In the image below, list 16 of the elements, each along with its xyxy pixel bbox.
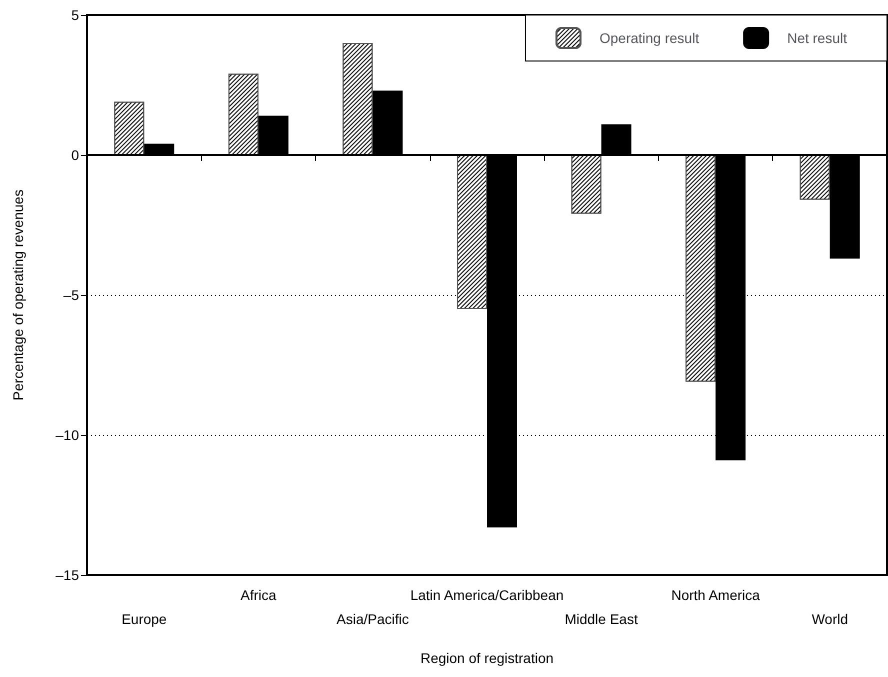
legend-label: Net result	[787, 30, 848, 46]
y-tick-label: –15	[56, 567, 80, 583]
x-tick-label: Africa	[240, 587, 277, 603]
y-axis-title: Percentage of operating revenues	[10, 190, 26, 400]
legend-label: Operating result	[599, 30, 700, 46]
x-tick-label: Europe	[122, 611, 167, 627]
y-tick-label: –5	[63, 287, 80, 303]
x-tick-label: North America	[671, 587, 760, 603]
x-tick-label: World	[812, 611, 848, 627]
y-tick-label: –10	[56, 427, 80, 443]
y-tick-label: 5	[71, 7, 80, 23]
y-tick-label: 0	[71, 147, 80, 163]
x-tick-label: Latin America/Caribbean	[410, 587, 564, 603]
x-axis-title: Region of registration	[420, 650, 554, 666]
x-tick-label: Asia/Pacific	[336, 611, 409, 627]
x-tick-label: Middle East	[564, 611, 638, 627]
